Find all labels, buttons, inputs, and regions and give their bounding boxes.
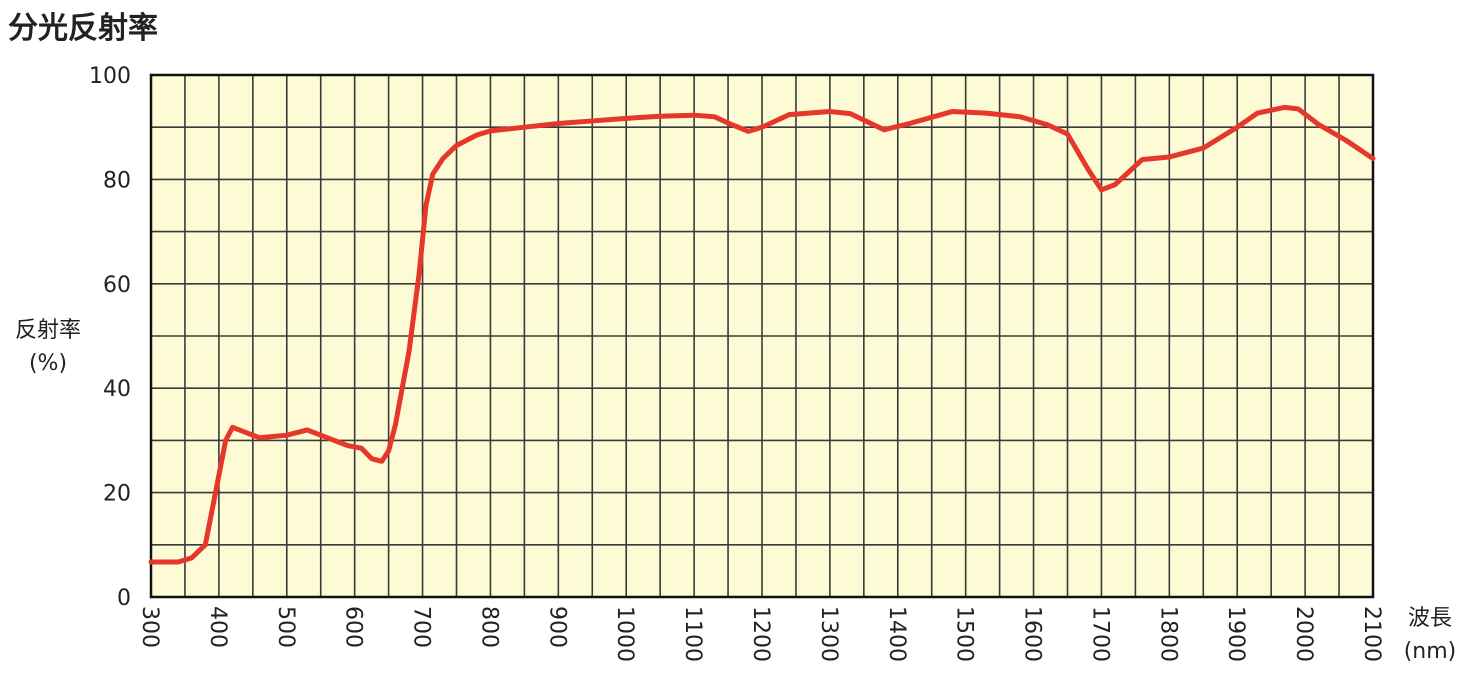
x-tick-label: 400	[205, 606, 230, 648]
y-tick-label: 100	[89, 64, 131, 89]
data-line	[148, 104, 1376, 565]
y-tick-label: 0	[117, 586, 131, 611]
x-tick-label: 1500	[952, 606, 977, 662]
x-tick-label: 600	[341, 606, 366, 648]
x-tick-label: 1700	[1087, 606, 1112, 662]
x-tick-label: 1400	[884, 606, 909, 662]
x-tick-label: 1200	[748, 606, 773, 662]
y-axis-label: (%)	[29, 351, 67, 376]
plot-border	[149, 73, 1375, 599]
x-tick-label: 900	[544, 606, 569, 648]
y-tick-label: 80	[103, 168, 131, 193]
x-tick-label: 500	[273, 606, 298, 648]
x-tick-label: 2100	[1359, 606, 1384, 662]
x-tick-label: 700	[409, 606, 434, 648]
chart-title: 分光反射率	[8, 11, 158, 46]
x-tick-label: 1800	[1155, 606, 1180, 662]
x-tick-label: 2000	[1291, 606, 1316, 662]
x-tick-label: 300	[137, 606, 162, 648]
y-tick-label: 60	[103, 273, 131, 298]
x-tick-label: 1000	[612, 606, 637, 662]
x-axis-label: 波長	[1408, 606, 1452, 631]
x-tick-label: 1600	[1020, 606, 1045, 662]
x-tick-label: 1900	[1223, 606, 1248, 662]
x-tick-label: 1300	[816, 606, 841, 662]
x-tick-label: 800	[476, 606, 501, 648]
x-tick-label: 1100	[680, 606, 705, 662]
x-axis-label: (nm)	[1404, 639, 1457, 664]
y-axis-label: 反射率	[15, 318, 81, 343]
y-tick-label: 40	[103, 377, 131, 402]
y-tick-label: 20	[103, 482, 131, 507]
